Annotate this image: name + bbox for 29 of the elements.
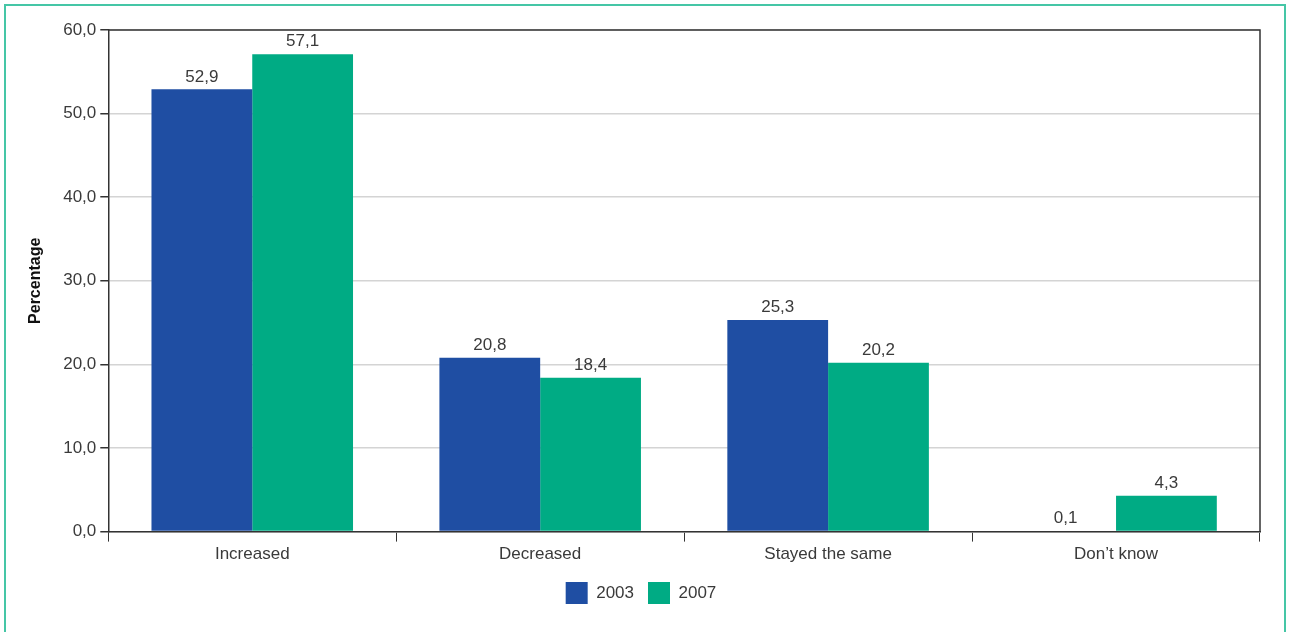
bar (540, 377, 641, 531)
y-tick-label: 60,0 (63, 19, 97, 39)
bar (727, 320, 829, 531)
data-label: 18,4 (574, 354, 608, 374)
bar (1116, 495, 1217, 531)
legend-label: 2007 (678, 582, 717, 602)
y-tick-label: 10,0 (63, 437, 97, 457)
data-label: 25,3 (761, 297, 795, 317)
bar (151, 89, 253, 531)
x-tick-label: Increased (214, 544, 290, 564)
x-tick-label: Decreased (499, 544, 582, 564)
data-label: 52,9 (185, 66, 219, 86)
legend-label: 2003 (596, 582, 635, 602)
bar (828, 362, 929, 531)
data-label: 4,3 (1154, 472, 1179, 492)
y-tick-label: 30,0 (63, 270, 97, 290)
bar (252, 54, 354, 531)
x-tick-label: Stayed the same (764, 544, 892, 564)
data-label: 0,1 (1053, 507, 1078, 527)
y-axis-title: Percentage (26, 237, 44, 324)
data-label: 20,2 (861, 339, 896, 359)
y-tick-label: 0,0 (72, 521, 97, 541)
y-tick-label: 20,0 (63, 354, 97, 374)
x-tick-label: Don’t know (1073, 544, 1159, 564)
y-tick-label: 40,0 (63, 186, 97, 206)
data-label: 20,8 (473, 334, 507, 354)
y-tick-label: 50,0 (63, 103, 97, 123)
bar (439, 357, 541, 531)
data-label: 57,1 (286, 31, 320, 51)
